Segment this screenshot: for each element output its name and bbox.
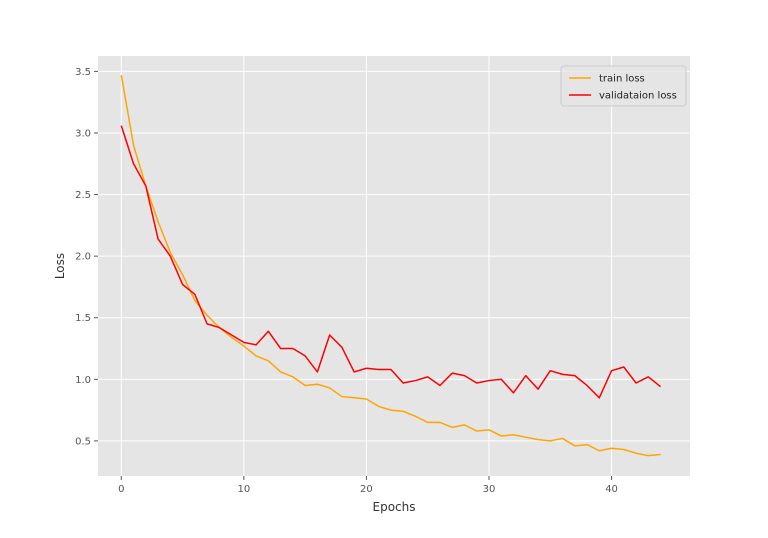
x-tick-label: 30 bbox=[483, 484, 496, 495]
x-tick-label: 0 bbox=[118, 484, 124, 495]
y-tick-label: 2.0 bbox=[75, 252, 91, 263]
legend-box bbox=[560, 65, 687, 107]
legend: train loss validataion loss bbox=[560, 65, 687, 107]
y-tick-label: 1.0 bbox=[75, 375, 91, 386]
x-tick-label: 10 bbox=[237, 484, 250, 495]
series-line-validataion-loss bbox=[120, 125, 662, 399]
y-tick-label: 1.5 bbox=[75, 313, 91, 324]
x-axis-label: Epochs bbox=[373, 500, 416, 514]
y-tick-label: 0.5 bbox=[75, 436, 91, 447]
y-axis-label: Loss bbox=[53, 253, 67, 279]
legend-label: train loss bbox=[599, 74, 645, 85]
x-tick-label: 20 bbox=[360, 484, 373, 495]
y-tick-label: 2.5 bbox=[75, 190, 91, 201]
y-tick-label: 3.5 bbox=[75, 67, 91, 78]
tick-labels: 0 10 20 30 40 0.5 1.0 1.5 2.0 2.5 3.0 3.5 bbox=[75, 67, 618, 495]
y-tick-label: 3.0 bbox=[75, 128, 91, 139]
x-tick-label: 40 bbox=[605, 484, 618, 495]
grid-lines bbox=[98, 56, 690, 476]
plot-area bbox=[98, 56, 690, 476]
legend-label: validataion loss bbox=[599, 91, 677, 102]
series-line-train-loss bbox=[120, 74, 661, 457]
series-group bbox=[120, 74, 662, 457]
